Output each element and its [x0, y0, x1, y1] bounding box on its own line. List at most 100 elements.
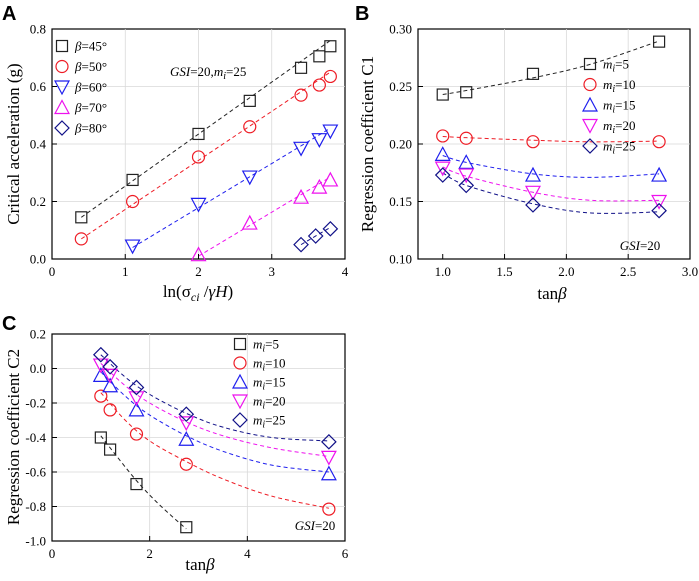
panel-a-point-s2-4 [243, 120, 257, 134]
panel-b-point-s2-2 [459, 131, 473, 145]
panel-c-point-s2-5 [322, 502, 336, 516]
panel-b-point-s1-4 [652, 35, 666, 48]
panel-c-ylabel: Regression coefficient C2 [4, 349, 23, 525]
panel-a-legend-marker-5 [54, 120, 70, 136]
panel-b-point-s4-2 [458, 168, 475, 184]
panel-c-point-s5-2 [102, 358, 118, 375]
panel-b-xtick-label: 3.0 [682, 264, 698, 279]
panel-a-xlabel: ln(σci /γH) [163, 282, 233, 304]
panel-c-point-s2-4 [179, 457, 193, 471]
panel-b-fit-line-1 [442, 40, 660, 96]
panel-a-point-s1-6 [313, 50, 326, 63]
panel-a-ytick-label: 0.8 [30, 22, 46, 37]
panel-b-point-s1-2 [460, 86, 473, 99]
panel-b-ytick-label: 0.15 [389, 194, 412, 209]
panel-c-point-s1-4 [180, 521, 193, 534]
panel-a-ytick-label: 0.0 [30, 252, 46, 267]
panel-c-legend-marker-3 [231, 373, 249, 389]
panel-b-point-s4-4 [651, 194, 668, 210]
panel-a-point-s2-7 [323, 69, 337, 84]
panel-a-xtick-label: 2 [195, 264, 202, 279]
panel-a-legend-label-2: β=50° [74, 59, 107, 74]
panel-c-ytick-label: -0.2 [25, 396, 46, 411]
panel-a-point-s3-5 [311, 133, 328, 148]
panel-a-legend-label-3: β=60° [74, 80, 107, 95]
panel-c-xtick-label: 0 [49, 546, 56, 561]
panel-a-ytick-label: 0.2 [30, 194, 46, 209]
panel-c-point-s3-5 [320, 465, 337, 481]
panel-b-point-s3-1 [434, 146, 451, 161]
panel-c-point-s2-1 [94, 389, 108, 403]
panel-c-ytick-label: 0.2 [30, 327, 46, 342]
panel-b: B 1.0 1.5 2.0 2.5 3.0 0.10 0.15 0.20 0.25 0.30 t… [355, 3, 698, 303]
panel-c-legend-label-1: mi=5 [253, 337, 279, 355]
panel-a-fit-line-2 [81, 71, 331, 240]
panel-c-point-s1-2 [104, 443, 117, 456]
panel-c-point-s3-1 [92, 367, 109, 382]
panel-a-fit-line-4 [198, 176, 331, 257]
panel-a-legend-marker-4 [53, 99, 71, 115]
panel-c-point-s3-4 [178, 430, 195, 446]
panel-a-xtick-label: 3 [269, 264, 276, 279]
panel-a-point-s1-3 [192, 127, 205, 141]
panel-a-point-s4-3 [293, 188, 310, 204]
panel-b-legend-label-1: mi=5 [603, 57, 629, 75]
panel-c-xtick-label: 2 [146, 546, 153, 561]
panel-c-point-s3-3 [128, 401, 145, 417]
panel-a-point-s1-4 [243, 94, 256, 107]
panel-c-ytick-label: -0.4 [25, 430, 46, 445]
panel-b-annotation: GSI=20 [620, 238, 661, 253]
panel-a-point-s1-2 [126, 173, 139, 187]
panel-a-point-s4-4 [311, 178, 328, 194]
panel-a-legend-label-5: β=80° [74, 121, 107, 136]
panel-c-point-s4-4 [178, 416, 195, 432]
panel-a-point-s3-1 [124, 239, 141, 255]
panel-b-point-s5-2 [458, 177, 475, 194]
panel-b-point-s1-3 [526, 67, 540, 80]
panel-b-xlabel: tanβ [537, 284, 567, 303]
panel-c-legend-label-2: mi=10 [253, 356, 286, 374]
panel-b-point-s1-1 [436, 88, 449, 101]
panel-b-point-s4-1 [434, 161, 451, 177]
panel-a-point-s3-4 [293, 141, 310, 157]
panel-a-point-s5-3 [322, 220, 339, 237]
panel-b-fit-line-3 [442, 155, 660, 178]
panel-c-ytick-label: -0.8 [25, 499, 46, 514]
panel-b-legend-label-5: mi=25 [603, 139, 636, 157]
panel-b-fit-line-2 [442, 136, 660, 143]
panel-b-point-s3-4 [651, 166, 668, 182]
panel-b-point-s5-3 [525, 197, 541, 213]
panel-a-point-s4-5 [322, 171, 339, 187]
panel-a-point-s2-5 [294, 88, 308, 102]
panel-a-point-s1-5 [294, 61, 308, 74]
panel-b-point-s2-1 [436, 129, 450, 143]
panel-a-xtick-label: 4 [342, 264, 349, 279]
panel-b-point-s5-1 [434, 167, 451, 183]
panel-b-legend-label-2: mi=10 [603, 77, 636, 95]
panel-a-point-s5-2 [307, 228, 324, 244]
panel-b-legend-label-4: mi=20 [603, 118, 636, 136]
panel-a-annotation: GSI=20,mi=25 [170, 64, 246, 82]
panel-c-point-s2-3 [129, 427, 144, 441]
panel-a-xtick-label: 1 [122, 264, 129, 279]
panel-c-ytick-label: 0.0 [30, 361, 46, 376]
panel-b-point-s2-3 [526, 135, 540, 149]
panel-a-point-s2-2 [125, 194, 140, 209]
panel-a-point-s4-2 [241, 214, 258, 230]
panel-a-point-s4-1 [190, 246, 207, 262]
panel-c-point-s5-3 [128, 379, 145, 396]
panel-c-xtick-label: 4 [244, 546, 251, 561]
panel-b-xtick-label: 2.5 [620, 264, 636, 279]
panel-a-legend-marker-1 [55, 39, 69, 53]
panel-b-point-s3-3 [524, 166, 541, 182]
panel-c-legend-label-3: mi=15 [253, 375, 286, 393]
panel-c-point-s4-2 [102, 368, 119, 384]
panel-c-letter: C [2, 313, 16, 335]
panel-b-ytick-label: 0.10 [389, 252, 412, 267]
panel-c-point-s2-2 [103, 403, 117, 417]
panel-a-legend-label-1: β=45° [74, 39, 107, 54]
panel-c-legend-marker-4 [231, 394, 249, 410]
panel-c-ytick-label: -1.0 [25, 534, 46, 549]
panel-a-point-s2-6 [312, 78, 326, 92]
